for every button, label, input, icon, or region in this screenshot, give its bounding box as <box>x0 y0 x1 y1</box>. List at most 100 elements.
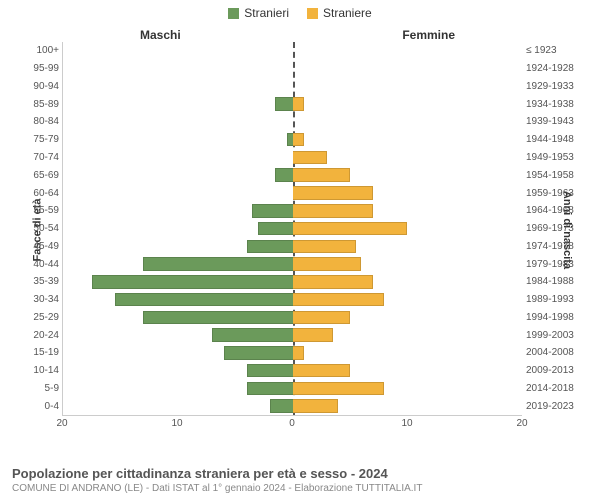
legend-male: Stranieri <box>228 6 289 20</box>
age-label: 60-64 <box>15 188 63 199</box>
bar-female <box>293 133 304 147</box>
bar-male <box>115 293 293 307</box>
birth-label: 1949-1953 <box>522 152 586 163</box>
birth-label: 1979-1983 <box>522 259 586 270</box>
birth-label: 1929-1933 <box>522 81 586 92</box>
bar-female <box>293 399 339 413</box>
chart-row: 0-42019-2023 <box>63 397 522 415</box>
bar-male <box>143 257 292 271</box>
age-label: 5-9 <box>15 383 63 394</box>
bar-male <box>212 328 292 342</box>
bar-female <box>293 168 350 182</box>
xtick: 20 <box>516 418 527 429</box>
birth-label: 1959-1963 <box>522 188 586 199</box>
age-label: 85-89 <box>15 99 63 110</box>
chart-row: 35-391984-1988 <box>63 273 522 291</box>
bar-male <box>247 382 293 396</box>
age-label: 70-74 <box>15 152 63 163</box>
chart-row: 95-991924-1928 <box>63 60 522 78</box>
birth-label: 1989-1993 <box>522 294 586 305</box>
chart-row: 15-192004-2008 <box>63 344 522 362</box>
birth-label: 1934-1938 <box>522 99 586 110</box>
birth-label: 1964-1968 <box>522 205 586 216</box>
birth-label: 1924-1928 <box>522 63 586 74</box>
chart-row: 75-791944-1948 <box>63 131 522 149</box>
bar-male <box>143 311 292 325</box>
bar-female <box>293 346 304 360</box>
age-label: 50-54 <box>15 223 63 234</box>
chart-row: 45-491974-1978 <box>63 237 522 255</box>
chart-row: 65-691954-1958 <box>63 166 522 184</box>
chart-row: 90-941929-1933 <box>63 78 522 96</box>
chart-row: 5-92014-2018 <box>63 380 522 398</box>
bar-female <box>293 382 385 396</box>
age-label: 15-19 <box>15 347 63 358</box>
birth-label: 1984-1988 <box>522 276 586 287</box>
bar-female <box>293 275 373 289</box>
age-label: 10-14 <box>15 365 63 376</box>
chart-row: 10-142009-2013 <box>63 362 522 380</box>
bar-male <box>247 364 293 378</box>
chart-row: 40-441979-1983 <box>63 255 522 273</box>
legend-male-swatch <box>228 8 239 19</box>
pyramid-chart: Maschi Femmine Fasce di età Anni di nasc… <box>10 24 590 444</box>
chart-subtitle: COMUNE DI ANDRANO (LE) - Dati ISTAT al 1… <box>12 483 588 494</box>
xtick: 10 <box>171 418 182 429</box>
bar-female <box>293 204 373 218</box>
bar-female <box>293 151 327 165</box>
chart-rows: 100+≤ 192395-991924-192890-941929-193385… <box>63 42 522 415</box>
legend-female: Straniere <box>307 6 372 20</box>
age-label: 25-29 <box>15 312 63 323</box>
plot-area: 100+≤ 192395-991924-192890-941929-193385… <box>62 42 522 416</box>
age-label: 20-24 <box>15 330 63 341</box>
chart-row: 85-891934-1938 <box>63 95 522 113</box>
legend-female-swatch <box>307 8 318 19</box>
bar-male <box>275 168 292 182</box>
chart-title: Popolazione per cittadinanza straniera p… <box>12 466 588 481</box>
chart-row: 50-541969-1973 <box>63 220 522 238</box>
xtick: 10 <box>401 418 412 429</box>
side-title-male: Maschi <box>140 28 181 42</box>
chart-row: 60-641959-1963 <box>63 184 522 202</box>
birth-label: 1999-2003 <box>522 330 586 341</box>
bar-male <box>92 275 293 289</box>
birth-label: 2004-2008 <box>522 347 586 358</box>
side-title-female: Femmine <box>402 28 455 42</box>
age-label: 30-34 <box>15 294 63 305</box>
age-label: 90-94 <box>15 81 63 92</box>
birth-label: ≤ 1923 <box>522 45 586 56</box>
chart-row: 100+≤ 1923 <box>63 42 522 60</box>
legend-male-label: Stranieri <box>244 6 289 20</box>
xtick: 0 <box>289 418 295 429</box>
chart-row: 25-291994-1998 <box>63 308 522 326</box>
bar-male <box>270 399 293 413</box>
bar-female <box>293 222 408 236</box>
chart-row: 30-341989-1993 <box>63 291 522 309</box>
age-label: 80-84 <box>15 116 63 127</box>
age-label: 100+ <box>15 45 63 56</box>
bar-male <box>275 97 292 111</box>
chart-row: 70-741949-1953 <box>63 149 522 167</box>
birth-label: 1944-1948 <box>522 134 586 145</box>
chart-footer: Popolazione per cittadinanza straniera p… <box>12 466 588 494</box>
bar-female <box>293 257 362 271</box>
legend: Stranieri Straniere <box>0 0 600 20</box>
birth-label: 1969-1973 <box>522 223 586 234</box>
bar-female <box>293 328 333 342</box>
bar-male <box>224 346 293 360</box>
chart-row: 80-841939-1943 <box>63 113 522 131</box>
birth-label: 2014-2018 <box>522 383 586 394</box>
bar-male <box>252 204 292 218</box>
chart-row: 20-241999-2003 <box>63 326 522 344</box>
bar-female <box>293 97 304 111</box>
birth-label: 2019-2023 <box>522 401 586 412</box>
age-label: 35-39 <box>15 276 63 287</box>
bar-female <box>293 240 356 254</box>
bar-female <box>293 186 373 200</box>
birth-label: 1974-1978 <box>522 241 586 252</box>
age-label: 45-49 <box>15 241 63 252</box>
age-label: 0-4 <box>15 401 63 412</box>
bar-female <box>293 364 350 378</box>
legend-female-label: Straniere <box>323 6 372 20</box>
bar-male <box>247 240 293 254</box>
